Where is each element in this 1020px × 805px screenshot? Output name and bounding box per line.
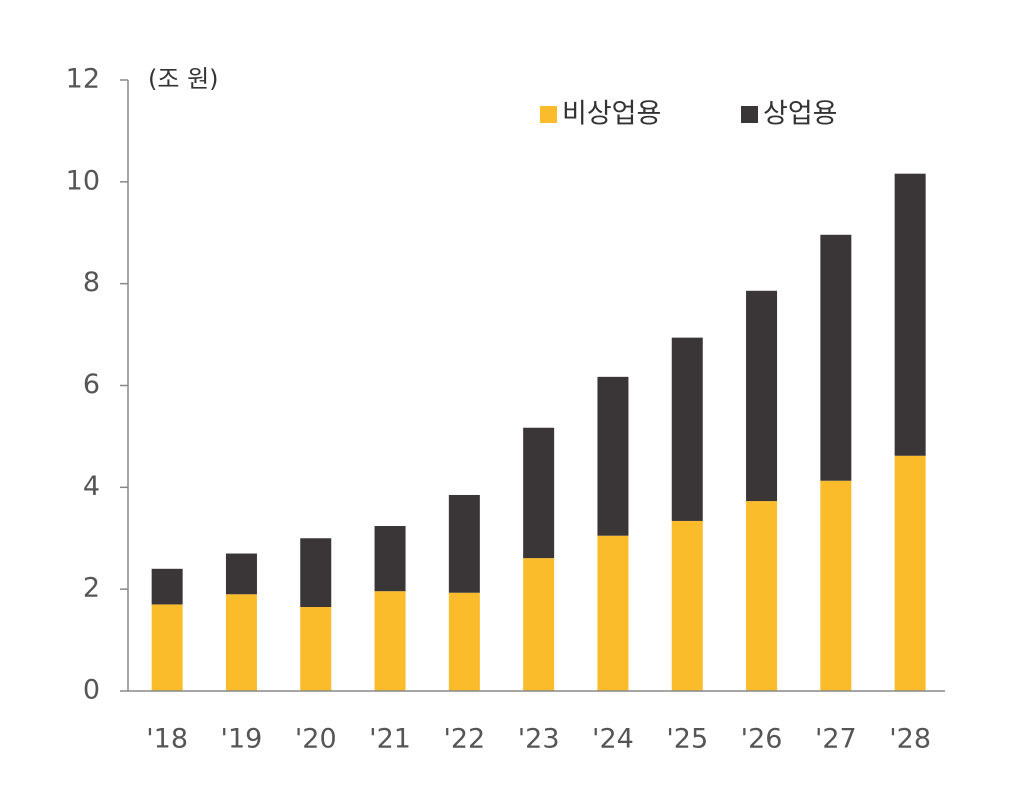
x-tick-label: '18 — [146, 724, 188, 755]
x-tick-label: '27 — [815, 724, 857, 755]
legend-swatch — [540, 106, 557, 123]
x-tick-label: '28 — [889, 724, 931, 755]
x-tick-label: '26 — [741, 724, 783, 755]
bar-segment — [820, 234, 852, 481]
bar-segment — [300, 538, 332, 607]
bar-segment — [523, 558, 555, 691]
bar-segment — [671, 337, 703, 521]
y-tick-label: 12 — [66, 64, 100, 95]
bar-segment — [225, 594, 257, 691]
x-tick-label: '24 — [592, 724, 634, 755]
bar-segment — [374, 526, 406, 592]
bar-segment — [151, 604, 183, 691]
bar-segment — [597, 535, 629, 691]
bar-segment — [894, 173, 926, 456]
y-unit-label: (조 원) — [148, 65, 219, 93]
y-tick-label: 4 — [83, 471, 100, 502]
x-tick-label: '22 — [443, 724, 485, 755]
x-tick-label: '20 — [295, 724, 337, 755]
legend-swatch — [741, 106, 758, 123]
bar-segment — [820, 480, 852, 691]
bar-segment — [448, 592, 480, 691]
y-tick-label: 2 — [83, 573, 100, 604]
bar-segment — [597, 376, 629, 536]
x-tick-label: '19 — [221, 724, 263, 755]
bar-segment — [894, 455, 926, 691]
bar-segment — [746, 290, 778, 502]
legend-label: 상업용 — [763, 99, 838, 130]
x-tick-label: '21 — [369, 724, 411, 755]
y-tick-label: 8 — [83, 267, 100, 298]
y-tick-label: 0 — [83, 675, 100, 706]
bar-segment — [151, 568, 183, 605]
x-tick-label: '23 — [518, 724, 560, 755]
y-tick-label: 6 — [83, 369, 100, 400]
bar-segment — [523, 427, 555, 559]
x-tick-label: '25 — [666, 724, 708, 755]
legend-label: 비상업용 — [562, 99, 661, 130]
bar-segment — [300, 606, 332, 691]
bar-segment — [448, 494, 480, 593]
bar-segment — [225, 553, 257, 595]
bar-segment — [746, 501, 778, 691]
y-tick-label: 10 — [66, 165, 100, 196]
bar-segment — [374, 591, 406, 691]
bar-segment — [671, 520, 703, 691]
